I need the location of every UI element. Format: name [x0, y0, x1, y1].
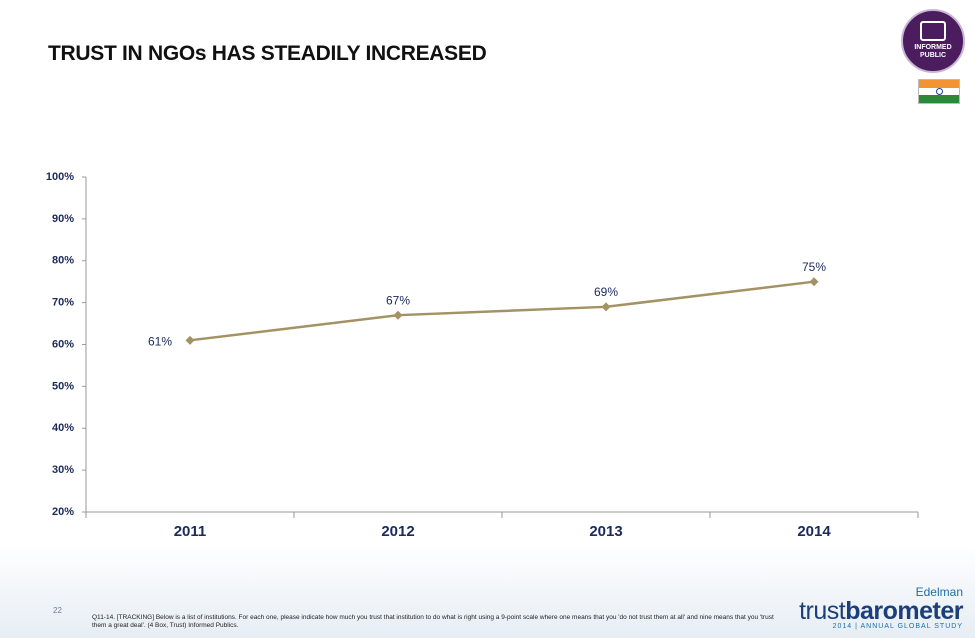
y-tick-label: 80%	[52, 255, 74, 267]
data-label: 67%	[386, 293, 410, 307]
data-label: 69%	[594, 285, 618, 299]
y-tick-label: 100%	[46, 171, 74, 183]
x-tick-label: 2011	[174, 523, 207, 540]
logo: INFORMED PUBLIC	[901, 9, 965, 73]
x-tick-label: 2013	[589, 523, 622, 540]
data-point	[185, 335, 195, 345]
logo-text: INFORMED	[914, 44, 952, 51]
y-tick-label: 40%	[52, 422, 74, 434]
y-tick-label: 50%	[52, 380, 74, 392]
brand-study: 2014 | ANNUAL GLOBAL STUDY	[832, 623, 963, 630]
brand-product: trustbarometer	[799, 597, 963, 625]
data-point	[393, 310, 403, 320]
brand-name: Edelman	[915, 585, 963, 599]
footer-band	[0, 545, 975, 638]
y-tick-label: 60%	[52, 338, 74, 350]
data-label: 61%	[148, 334, 172, 348]
y-tick-label: 90%	[52, 213, 74, 225]
chart: 20% 30% 40% 50% 60% 70% 80% 90% 100% 2011 2012 2013…	[46, 171, 919, 540]
flag	[918, 79, 960, 104]
x-tick-label: 2014	[797, 523, 831, 540]
page-number: 22	[53, 606, 62, 615]
brand: Edelman trustbarometer 2014 | ANNUAL GLO…	[799, 585, 963, 630]
logo-text: PUBLIC	[919, 52, 947, 59]
footnote: Q11-14. [TRACKING] Below is a list of in…	[92, 614, 774, 629]
brand-product-b: barometer	[845, 597, 963, 625]
data-label: 75%	[802, 260, 826, 274]
y-tick-label: 30%	[52, 464, 74, 476]
x-tick-label: 2012	[381, 523, 414, 540]
y-tick-label: 20%	[52, 506, 74, 518]
brand-product-a: trust	[799, 597, 846, 625]
logo-icon	[920, 21, 946, 41]
data-point	[601, 302, 611, 312]
slide-title: TRUST IN NGOs HAS STEADILY INCREASED	[48, 42, 487, 65]
y-tick-label: 70%	[52, 297, 74, 309]
data-point	[809, 277, 819, 287]
data-line	[189, 280, 815, 342]
